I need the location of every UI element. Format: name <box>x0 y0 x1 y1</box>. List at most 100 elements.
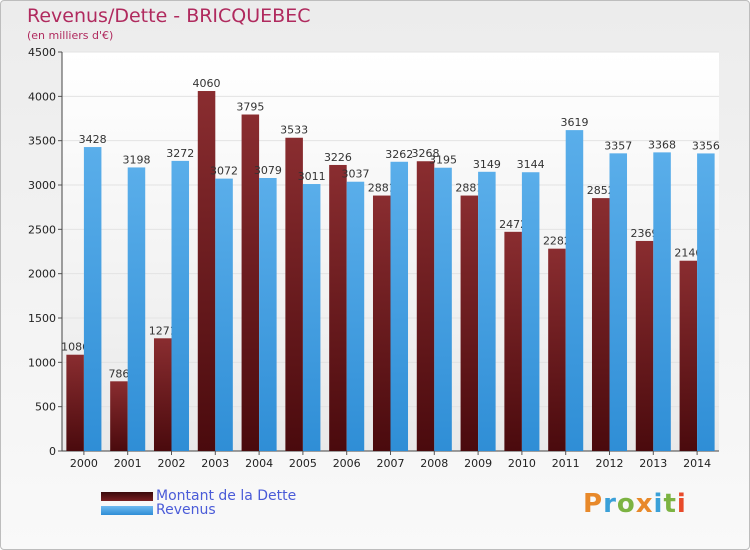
bar-revenus <box>127 167 146 451</box>
value-label-revenus: 3195 <box>429 154 457 167</box>
legend-item-dette: Montant de la Dette <box>101 488 296 504</box>
y-tick-label: 2500 <box>28 223 56 236</box>
logo-letter: x <box>635 489 654 519</box>
legend-swatch-revenus <box>101 505 153 515</box>
logo-letter: r <box>603 489 617 519</box>
value-label-dette: 2146 <box>674 247 702 260</box>
value-label-dette: 1086 <box>61 341 89 354</box>
logo-letter: i <box>676 489 687 519</box>
value-label-revenus: 3079 <box>254 164 282 177</box>
bar-revenus <box>83 147 102 451</box>
value-label-revenus: 3011 <box>298 170 326 183</box>
x-tick-label: 2003 <box>201 457 229 470</box>
value-label-dette: 4060 <box>193 77 221 90</box>
legend-label-dette: Montant de la Dette <box>156 488 297 504</box>
y-tick-label: 1500 <box>28 312 56 325</box>
value-label-revenus: 3144 <box>517 158 545 171</box>
x-tick-label: 2007 <box>377 457 405 470</box>
value-label-dette: 3533 <box>280 124 308 137</box>
value-label-revenus: 3428 <box>79 133 107 146</box>
value-label-dette: 2472 <box>499 218 527 231</box>
logo-letter: o <box>616 489 636 519</box>
bar-dette <box>416 161 435 451</box>
value-label-revenus: 3272 <box>166 147 194 160</box>
legend-swatch-dette <box>101 491 153 501</box>
x-tick-label: 2004 <box>245 457 273 470</box>
bar-dette <box>460 195 479 451</box>
value-label-revenus: 3037 <box>341 168 369 181</box>
bar-revenus <box>565 130 584 451</box>
value-label-revenus: 3356 <box>692 139 720 152</box>
x-tick-label: 2006 <box>333 457 361 470</box>
bar-revenus <box>390 161 409 451</box>
value-label-revenus: 3357 <box>604 139 632 152</box>
x-tick-label: 2000 <box>70 457 98 470</box>
legend-label-revenus: Revenus <box>156 502 216 518</box>
bar-dette <box>153 338 172 451</box>
bar-dette <box>548 248 566 451</box>
x-tick-label: 2013 <box>639 457 667 470</box>
bar-dette <box>679 260 698 451</box>
logo-letter: t <box>663 489 677 519</box>
bar-revenus <box>346 181 365 451</box>
bar-dette <box>241 114 260 451</box>
value-label-dette: 3268 <box>412 147 440 160</box>
y-tick-label: 500 <box>35 401 56 414</box>
bar-dette <box>635 240 654 451</box>
value-label-revenus: 3072 <box>210 165 238 178</box>
bar-revenus <box>478 171 496 451</box>
chart-subtitle: (en milliers d'€) <box>27 29 114 42</box>
value-label-dette: 2881 <box>368 182 396 195</box>
x-tick-label: 2008 <box>420 457 448 470</box>
y-tick-label: 2000 <box>28 268 56 281</box>
chart-title: Revenus/Dette - BRICQUEBEC <box>27 5 311 27</box>
y-tick-label: 4500 <box>28 46 56 59</box>
value-label-dette: 2852 <box>587 184 615 197</box>
value-label-dette: 2881 <box>455 182 483 195</box>
value-label-dette: 1271 <box>149 324 177 337</box>
bar-dette <box>329 164 347 451</box>
value-label-revenus: 3198 <box>122 153 150 166</box>
bar-revenus <box>609 153 628 451</box>
y-tick-label: 3000 <box>28 179 56 192</box>
proxiti-logo: Proxiti <box>583 489 687 519</box>
bar-dette <box>285 137 303 451</box>
x-tick-label: 2009 <box>464 457 492 470</box>
x-tick-label: 2001 <box>114 457 142 470</box>
bar-revenus <box>434 167 452 451</box>
bar-dette <box>197 91 216 451</box>
bar-dette <box>372 195 391 451</box>
bar-revenus <box>171 160 190 451</box>
bar-revenus <box>521 172 540 451</box>
value-label-revenus: 3149 <box>473 158 501 171</box>
value-label-dette: 3795 <box>236 101 264 114</box>
value-label-dette: 3226 <box>324 151 352 164</box>
x-tick-label: 2012 <box>596 457 624 470</box>
legend-item-revenus: Revenus <box>101 502 216 518</box>
y-tick-label: 0 <box>49 445 56 458</box>
bar-revenus <box>653 152 671 451</box>
bar-dette <box>591 198 610 451</box>
bar-dette <box>504 231 522 451</box>
bar-revenus <box>697 153 715 451</box>
y-tick-label: 3500 <box>28 135 56 148</box>
bar-dette <box>66 354 84 451</box>
y-tick-label: 1000 <box>28 356 56 369</box>
value-label-revenus: 3368 <box>648 138 676 151</box>
x-tick-label: 2014 <box>683 457 711 470</box>
logo-letter: P <box>583 489 604 519</box>
value-label-dette: 2369 <box>631 227 659 240</box>
bar-revenus <box>259 177 277 451</box>
y-tick-label: 4000 <box>28 90 56 103</box>
bar-dette <box>110 381 128 451</box>
value-label-dette: 2282 <box>543 235 571 248</box>
x-tick-label: 2005 <box>289 457 317 470</box>
value-label-revenus: 3262 <box>385 148 413 161</box>
bar-revenus <box>302 184 321 452</box>
bar-revenus <box>215 178 233 451</box>
x-tick-label: 2010 <box>508 457 536 470</box>
x-tick-label: 2011 <box>552 457 580 470</box>
logo-letter: i <box>653 489 664 519</box>
